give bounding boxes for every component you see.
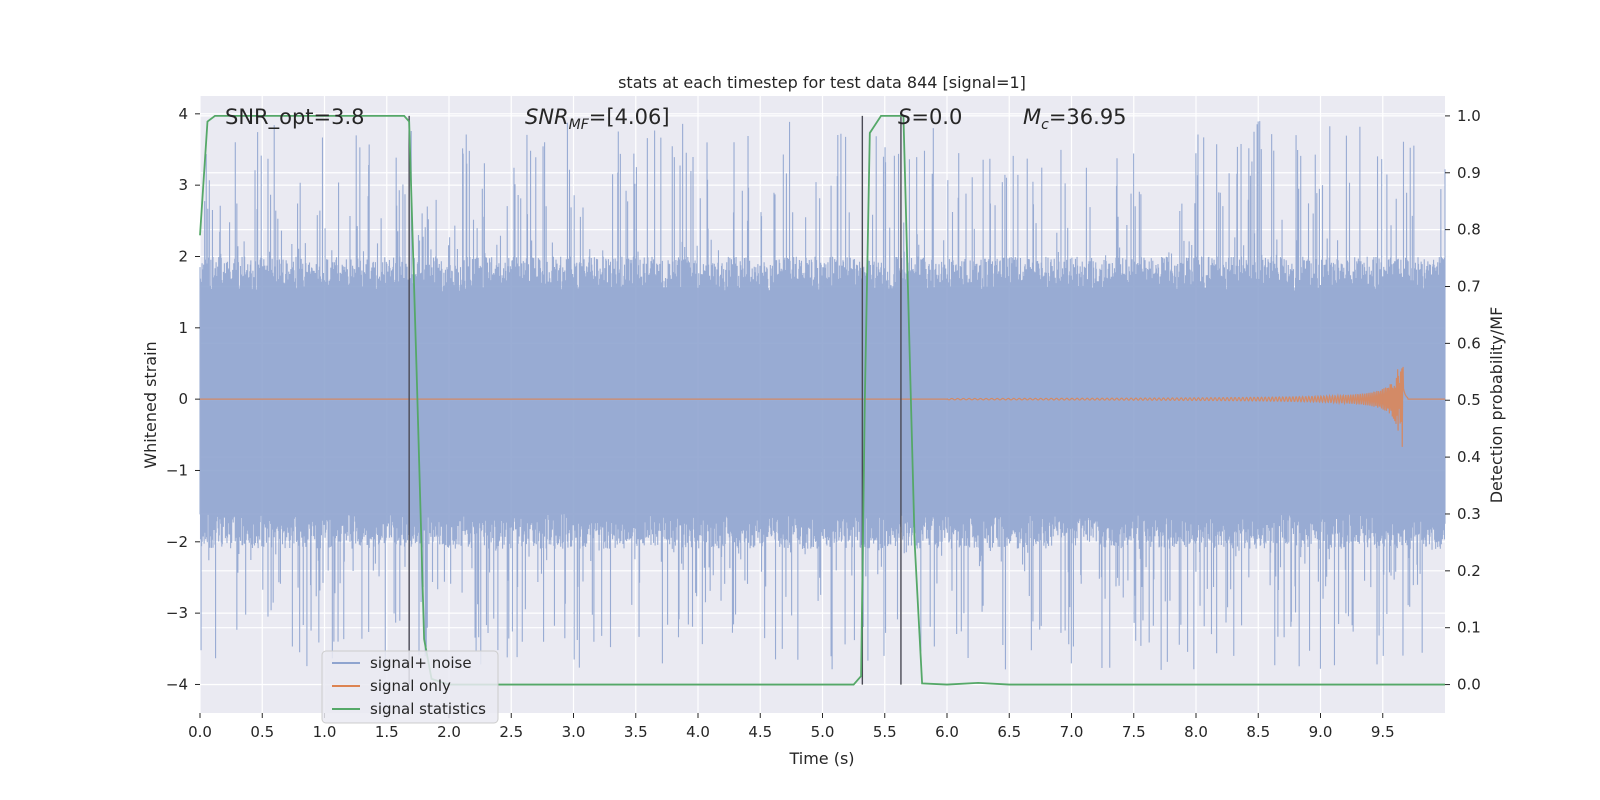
y-right-tick-label: 1.0 [1457, 107, 1481, 125]
chart-title: stats at each timestep for test data 844… [618, 73, 1026, 92]
x-tick-label: 8.5 [1246, 723, 1270, 741]
series-signal-statistics [199, 115, 1445, 686]
y-right-tick-label: 0.7 [1457, 278, 1481, 296]
x-tick-label: 2.5 [499, 723, 523, 741]
annotation-mc-sub: c [1041, 117, 1049, 133]
y-tick-label: −2 [166, 533, 188, 551]
x-tick-label: 3.5 [624, 723, 648, 741]
annotation-snr-opt: SNR_opt=3.8 [225, 105, 365, 130]
x-tick-label: 0.0 [188, 723, 212, 741]
annotation-s-value: =0.0 [911, 105, 962, 129]
x-tick-label: 1.0 [313, 723, 337, 741]
legend-label-signal-noise: signal+ noise [370, 654, 472, 672]
legend-box [321, 650, 499, 724]
x-tick-label: 6.5 [997, 723, 1021, 741]
y-right-tick-label: 0.1 [1457, 619, 1481, 637]
x-tick-label: 5.0 [811, 723, 835, 741]
x-tick-label: 4.0 [686, 723, 710, 741]
y-right-tick-label: 0.5 [1457, 391, 1481, 409]
series-signal-only [200, 366, 1445, 447]
x-tick-label: 4.5 [748, 723, 772, 741]
y-right-axis-label: Detection probability/MF [1487, 307, 1506, 504]
y-tick-label: 2 [178, 247, 188, 265]
annotation-snr-mf-value: =[4.06] [589, 105, 670, 129]
legend-label-signal-statistics: signal statistics [370, 700, 486, 718]
y-tick-label: 4 [178, 105, 188, 123]
annotation-mc-main: M [1023, 105, 1041, 129]
x-tick-labels: 0.0 0.5 1.0 1.5 2.0 2.5 3.0 3.5 4.0 4.5 5.0 5.5 6.0 6… [188, 713, 1395, 741]
y-tick-labels: −4 −3 −2 −1 0 1 2 3 4 [166, 105, 200, 693]
x-tick-label: 7.5 [1122, 723, 1146, 741]
x-tick-label: 1.5 [375, 723, 399, 741]
x-tick-label: 7.0 [1060, 723, 1084, 741]
x-tick-label: 9.0 [1309, 723, 1333, 741]
signal-only-trace [200, 366, 1445, 447]
signal-noise-trace [199, 121, 1446, 670]
annotation-mc: Mc=36.95 [1023, 105, 1127, 133]
annotation-s: S=0.0 [898, 105, 962, 129]
x-tick-label: 6.0 [935, 723, 959, 741]
y-right-tick-label: 0.8 [1457, 221, 1481, 239]
series-signal-noise [199, 121, 1446, 670]
annotation-mc-value: =36.95 [1049, 105, 1127, 129]
y-right-tick-labels: 0.0 0.1 0.2 0.3 0.4 0.5 0.6 0.7 0.8 0.9 1.0 [1445, 107, 1481, 694]
legend: signal+ noise signal only signal statist… [321, 650, 499, 724]
x-tick-label: 9.5 [1371, 723, 1395, 741]
x-tick-label: 5.5 [873, 723, 897, 741]
annotation-s-var: S [898, 105, 911, 129]
x-tick-label: 3.0 [562, 723, 586, 741]
y-tick-label: −4 [166, 675, 188, 693]
y-axis-label: Whitened strain [141, 341, 160, 468]
y-tick-label: 1 [178, 319, 188, 337]
x-tick-label: 2.0 [437, 723, 461, 741]
y-tick-label: 0 [178, 390, 188, 408]
y-tick-label: −1 [166, 461, 188, 479]
y-right-tick-label: 0.9 [1457, 164, 1481, 182]
x-tick-label: 0.5 [250, 723, 274, 741]
legend-label-signal-only: signal only [370, 677, 451, 695]
annotation-snr-mf-main: SNR [525, 105, 569, 129]
y-tick-label: 3 [178, 176, 188, 194]
annotation-snr-mf-sub: MF [569, 117, 590, 133]
y-right-tick-label: 0.2 [1457, 562, 1481, 580]
x-tick-label: 8.0 [1184, 723, 1208, 741]
annotation-snr-mf: SNRMF=[4.06] [525, 105, 670, 133]
signal-statistics-line [199, 115, 1445, 686]
y-right-tick-label: 0.4 [1457, 448, 1481, 466]
y-tick-label: −3 [166, 604, 188, 622]
y-right-tick-label: 0.0 [1457, 676, 1481, 694]
y-right-tick-label: 0.3 [1457, 505, 1481, 523]
y-right-tick-label: 0.6 [1457, 334, 1481, 352]
x-axis-label: Time (s) [788, 749, 854, 768]
